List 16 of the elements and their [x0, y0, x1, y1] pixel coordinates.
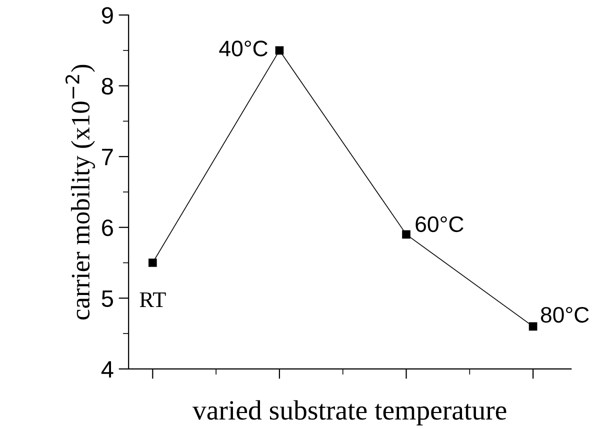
annotation: RT [140, 292, 166, 307]
point [148, 258, 157, 267]
y-tick-label: 4 [101, 361, 114, 378]
annotation: 40°C [219, 40, 268, 56]
point [402, 230, 410, 239]
y-tick-label: 8 [102, 78, 113, 95]
point [528, 322, 538, 331]
y-tick-label: 5 [102, 290, 113, 307]
point [275, 46, 284, 55]
annotation: 60°C [416, 216, 464, 232]
y-tick-label: 7 [102, 148, 113, 166]
annotation: 80°C [540, 306, 589, 323]
y-tick-label: 6 [102, 219, 113, 236]
y-axis-title: carrier mobility (x10$^{−2}$) [65, 64, 95, 320]
x-axis-title: varied substrate temperature [192, 400, 506, 426]
y-tick-label: 9 [102, 7, 113, 24]
